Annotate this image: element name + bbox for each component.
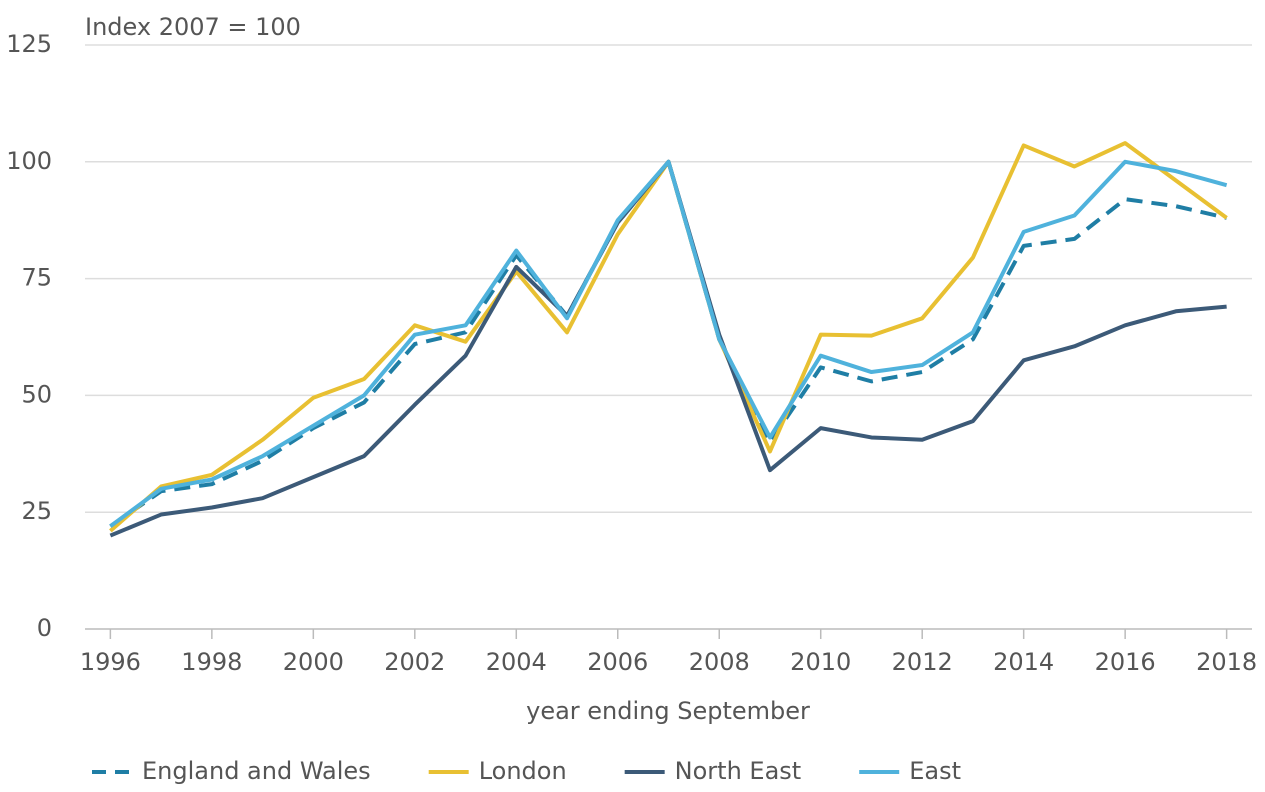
y-tick-label: 50 (21, 380, 52, 408)
x-tick-label: 2018 (1196, 648, 1257, 676)
x-tick-label: 2008 (689, 648, 750, 676)
x-tick-label: 1998 (181, 648, 242, 676)
y-axis-label: Index 2007 = 100 (85, 13, 301, 41)
y-tick-label: 0 (37, 614, 52, 642)
series-line (109, 141, 1228, 533)
series-line (109, 159, 1228, 528)
x-tick-label: 2016 (1095, 648, 1156, 676)
series-line (109, 159, 1227, 538)
y-tick-label: 25 (21, 497, 52, 525)
x-tick-label: 2012 (892, 648, 953, 676)
x-tick-label: 2000 (283, 648, 344, 676)
series-line (109, 159, 1228, 528)
x-tick-label: 2014 (993, 648, 1054, 676)
x-tick-label: 2004 (486, 648, 547, 676)
legend-label: East (909, 757, 961, 785)
legend-label: London (479, 757, 567, 785)
x-tick-label: 2010 (790, 648, 851, 676)
x-tick-label: 1996 (80, 648, 141, 676)
x-axis-label: year ending September (526, 697, 810, 725)
x-tick-label: 2006 (587, 648, 648, 676)
y-tick-label: 75 (21, 264, 52, 292)
y-tick-label: 100 (6, 147, 52, 175)
legend-label: North East (675, 757, 802, 785)
x-tick-label: 2002 (384, 648, 445, 676)
y-tick-label: 125 (6, 30, 52, 58)
legend-label: England and Wales (142, 757, 371, 785)
